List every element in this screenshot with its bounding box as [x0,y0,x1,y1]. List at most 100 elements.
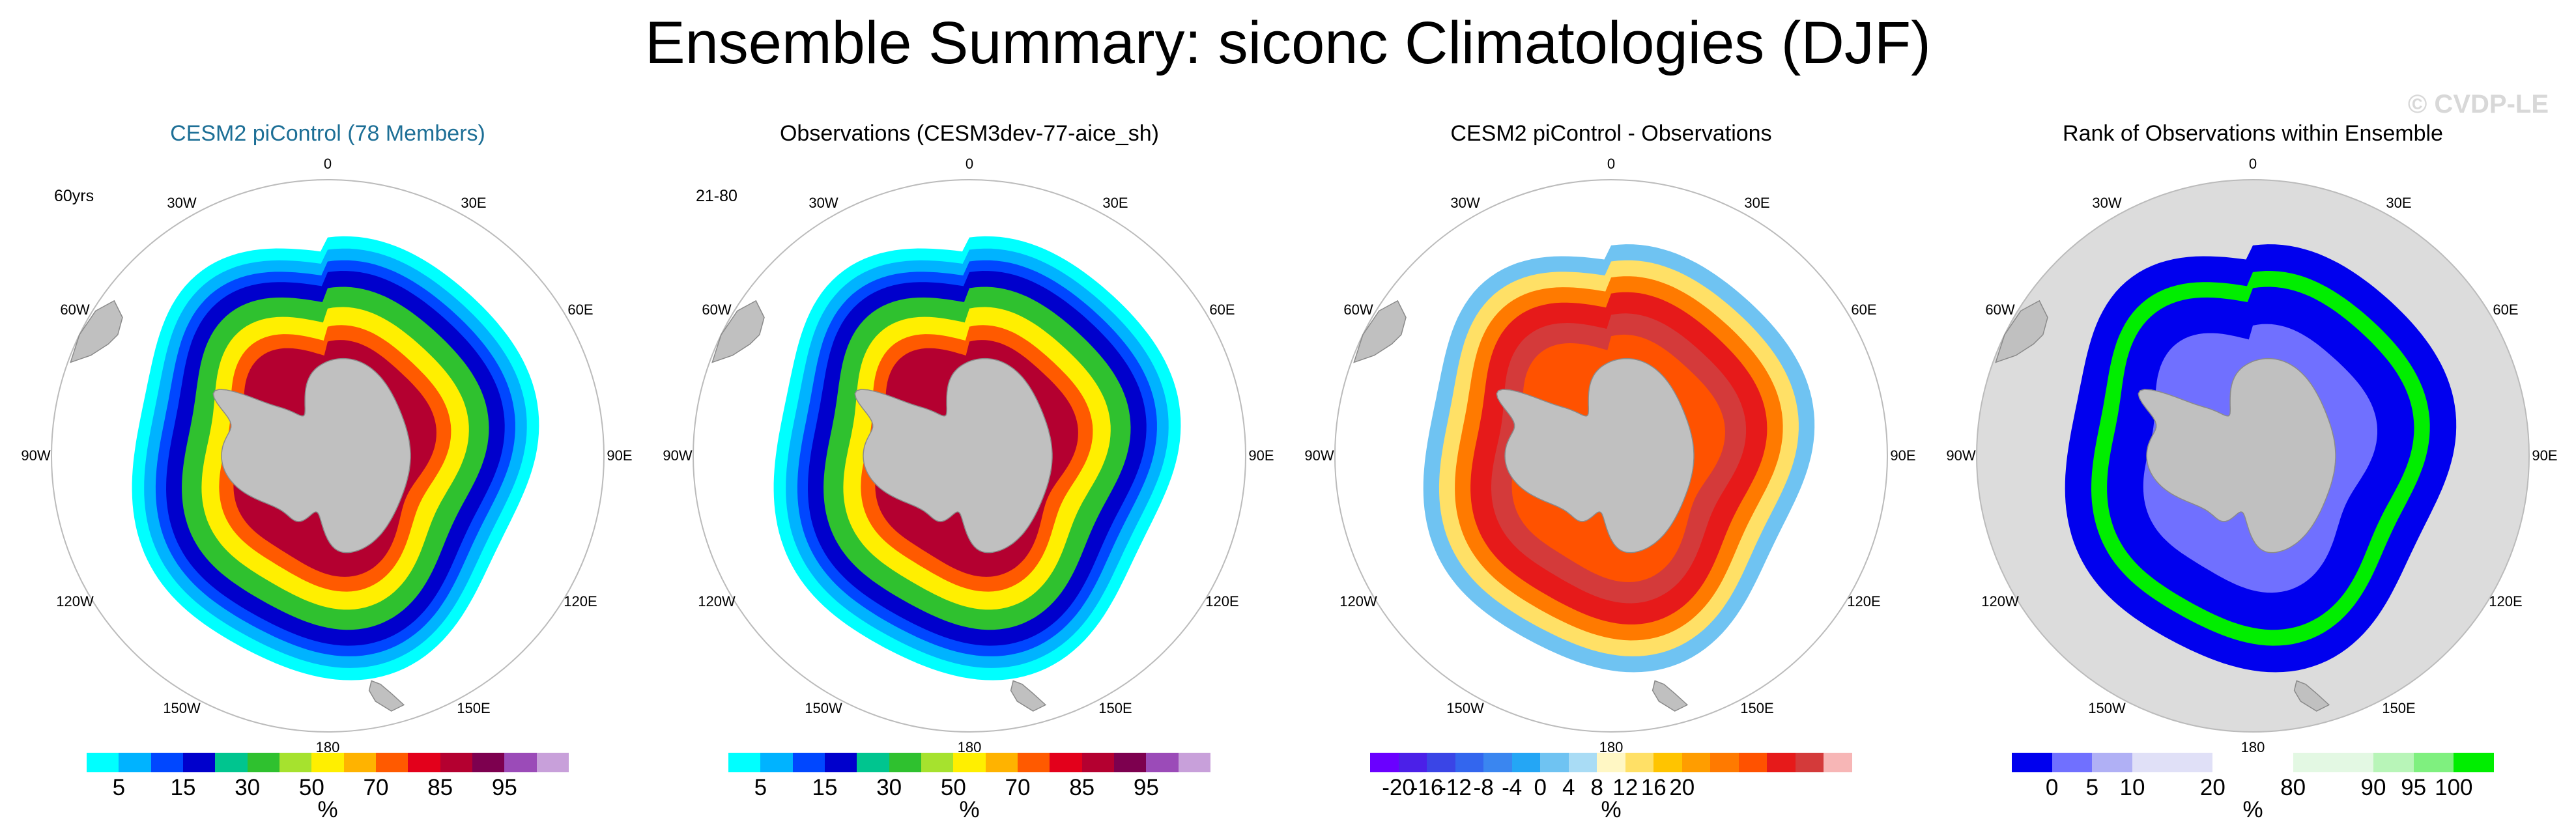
longitude-label: 150W [2088,699,2126,716]
colorbar-swatch [953,753,986,772]
colorbar-swatch [1483,753,1512,772]
antarctica-landmass [2138,357,2336,553]
longitude-label: 120W [1339,593,1377,609]
south-america-landmass [1353,300,1407,363]
longitude-label: 30W [2092,195,2122,212]
colorbar-tick-label: 95 [491,775,517,800]
colorbar-swatch [182,753,216,772]
longitude-label: 30W [1450,195,1480,212]
longitude-label: 150W [805,699,842,716]
colorbar-swatch [2413,753,2454,772]
longitude-label: 150W [163,699,201,716]
colorbar-tick-label: 70 [1005,775,1031,800]
longitude-label: 120E [1847,593,1881,609]
longitude-label: 60W [1343,301,1373,318]
colorbar-tick-label: -4 [1502,775,1523,800]
colorbar-swatch [728,753,761,772]
longitude-label: 120W [698,593,736,609]
colorbar-swatch [2012,753,2052,772]
longitude-label: 30E [1102,195,1128,212]
longitude-label: 90W [1304,447,1334,464]
colorbar-tick-label: 20 [1669,775,1695,800]
longitude-label: 60W [702,301,732,318]
longitude-label: 30E [1744,195,1770,212]
longitude-label: 60E [1851,301,1877,318]
colorbar-tick-label: 5 [2085,775,2099,800]
colorbar-tick-label: 85 [427,775,453,800]
longitude-label: 0 [965,156,974,172]
colorbar-tick-label: 100 [2435,775,2473,800]
south-america-landmass [711,300,765,363]
longitude-label: 150W [1446,699,1484,716]
longitude-label: 60W [60,301,90,318]
colorbar-tick-label: 20 [2199,775,2225,800]
colorbar-swatch [1178,753,1210,772]
longitude-label: 120E [564,593,597,609]
colorbar-swatch [1511,753,1541,772]
panel-title: CESM2 piControl - Observations [1450,121,1772,146]
colorbar-swatch [2172,753,2213,772]
colorbar-tick-label: 80 [2280,775,2306,800]
colorbar-swatch [1738,753,1767,772]
colorbar-tick-label: 30 [235,775,261,800]
longitude-label: 90W [1946,447,1976,464]
colorbar-swatch [2373,753,2414,772]
longitude-label: 90E [1890,447,1916,464]
colorbar-swatch [440,753,472,772]
colorbar-swatch [311,753,344,772]
colorbar-swatch [1113,753,1147,772]
panel-title: Rank of Observations within Ensemble [2063,121,2443,146]
new-zealand-landmass [368,680,405,712]
longitude-label: 150E [1098,699,1132,716]
colorbar-swatch [1767,753,1796,772]
colorbar-units: % [2242,797,2263,822]
colorbar-tick-label: 30 [876,775,902,800]
antarctica-landmass [1496,357,1695,553]
period-label: 21-80 [696,187,737,205]
longitude-label: 90E [607,447,633,464]
colorbar-swatch [1455,753,1484,772]
colorbar-swatch [1017,753,1050,772]
colorbar-tick-label: 0 [2045,775,2059,800]
figure-title: Ensemble Summary: siconc Climatologies (… [645,10,1931,76]
colorbar-units: % [959,797,980,822]
colorbar-tick-label: 5 [112,775,126,800]
longitude-label: 30W [167,195,197,212]
colorbar-tick-label: 95 [2401,775,2427,800]
colorbar-tick-label: -16 [1410,775,1444,800]
colorbar-tick-label: 85 [1069,775,1095,800]
longitude-label: 60E [1209,301,1235,318]
colorbar-tick-label: 90 [2360,775,2386,800]
longitude-label: 120W [1981,593,2019,609]
colorbar-swatch [279,753,312,772]
colorbar [1370,753,1852,772]
colorbar-swatch [536,753,569,772]
colorbar-tick-label: 50 [298,775,324,800]
longitude-label: 60W [1985,301,2015,318]
colorbar-swatch [760,753,793,772]
longitude-label: 30E [461,195,487,212]
longitude-label: 120E [1205,593,1239,609]
colorbar-swatch [504,753,537,772]
colorbar-swatch [2252,753,2293,772]
colorbar-swatch [2212,753,2253,772]
colorbar [2012,753,2494,772]
new-zealand-landmass [1010,680,1047,712]
colorbar-tick-label: 50 [940,775,966,800]
longitude-label: 180 [957,739,982,755]
colorbar-swatch [150,753,183,772]
longitude-label: 30W [809,195,838,212]
colorbar-swatch [87,753,119,772]
colorbar-swatch [792,753,825,772]
colorbar-tick-label: -20 [1382,775,1415,800]
watermark: © CVDP-LE [2407,90,2549,119]
longitude-label: 0 [323,156,332,172]
longitude-label: 150E [2382,699,2416,716]
colorbar-tick-label: 4 [1562,775,1575,800]
colorbar-swatch [1568,753,1597,772]
longitude-label: 0 [2248,156,2257,172]
colorbar-swatch [2454,753,2494,772]
